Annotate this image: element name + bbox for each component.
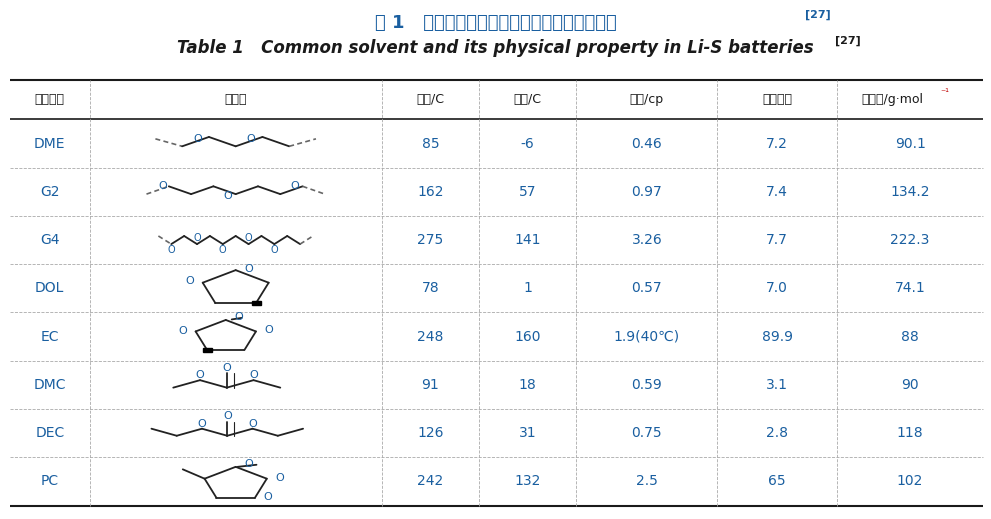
Text: O: O xyxy=(197,419,206,429)
Polygon shape xyxy=(203,348,212,352)
Text: 闪点/C: 闪点/C xyxy=(513,93,542,106)
Text: 65: 65 xyxy=(768,474,786,488)
Text: 表 1   锂硫电池电解液中常用溶剂及其物性参数: 表 1 锂硫电池电解液中常用溶剂及其物性参数 xyxy=(375,15,616,32)
Text: 结构式: 结构式 xyxy=(224,93,247,106)
Text: O: O xyxy=(193,234,201,243)
Text: PC: PC xyxy=(41,474,58,488)
Text: O: O xyxy=(249,371,258,380)
Text: 102: 102 xyxy=(897,474,924,488)
Text: 242: 242 xyxy=(417,474,443,488)
Text: 溶剂简称: 溶剂简称 xyxy=(35,93,64,106)
Text: 2.8: 2.8 xyxy=(766,426,788,440)
Text: O: O xyxy=(290,181,298,191)
Text: 黏度/cp: 黏度/cp xyxy=(630,93,664,106)
Text: 162: 162 xyxy=(417,185,444,199)
Text: 0.59: 0.59 xyxy=(631,378,662,392)
Text: 85: 85 xyxy=(421,136,439,151)
Text: 18: 18 xyxy=(518,378,536,392)
Text: 0.46: 0.46 xyxy=(631,136,662,151)
Text: 介电常数: 介电常数 xyxy=(762,93,792,106)
Text: O: O xyxy=(244,264,253,274)
Text: 7.7: 7.7 xyxy=(766,233,788,247)
Text: 1: 1 xyxy=(523,281,532,295)
Text: 3.26: 3.26 xyxy=(631,233,662,247)
Text: 132: 132 xyxy=(514,474,541,488)
Text: O: O xyxy=(159,181,166,191)
Text: O: O xyxy=(223,412,232,421)
Text: O: O xyxy=(185,276,194,286)
Text: 0.97: 0.97 xyxy=(631,185,662,199)
Text: 141: 141 xyxy=(514,233,541,247)
Text: O: O xyxy=(223,192,232,201)
Text: O: O xyxy=(167,245,175,255)
Text: 91: 91 xyxy=(421,378,439,392)
Text: 74.1: 74.1 xyxy=(895,281,926,295)
Text: O: O xyxy=(219,245,227,255)
Text: O: O xyxy=(247,133,256,144)
Text: 57: 57 xyxy=(519,185,536,199)
Text: [27]: [27] xyxy=(805,9,830,20)
Text: 90: 90 xyxy=(901,378,919,392)
Text: G2: G2 xyxy=(40,185,59,199)
Text: 88: 88 xyxy=(901,330,919,344)
Text: DMC: DMC xyxy=(34,378,66,392)
Text: O: O xyxy=(193,133,202,144)
Text: 248: 248 xyxy=(417,330,444,344)
Text: 31: 31 xyxy=(519,426,536,440)
Text: G4: G4 xyxy=(40,233,59,247)
Text: 78: 78 xyxy=(421,281,439,295)
Text: DME: DME xyxy=(34,136,65,151)
Text: O: O xyxy=(245,234,253,243)
Text: 7.2: 7.2 xyxy=(766,136,788,151)
Text: O: O xyxy=(271,245,278,255)
Text: 1.9(40℃): 1.9(40℃) xyxy=(613,330,680,344)
Text: Table 1   Common solvent and its physical property in Li-S batteries: Table 1 Common solvent and its physical … xyxy=(177,39,814,57)
Text: O: O xyxy=(234,312,243,322)
Text: 90.1: 90.1 xyxy=(895,136,926,151)
Text: EC: EC xyxy=(41,330,59,344)
Text: O: O xyxy=(222,362,231,373)
Polygon shape xyxy=(252,301,261,305)
Text: 0.75: 0.75 xyxy=(631,426,662,440)
Text: 160: 160 xyxy=(514,330,541,344)
Text: 7.4: 7.4 xyxy=(766,185,788,199)
Text: DOL: DOL xyxy=(35,281,64,295)
Text: O: O xyxy=(275,473,284,483)
Text: DEC: DEC xyxy=(36,426,64,440)
Text: 沸点/C: 沸点/C xyxy=(416,93,444,106)
Text: ⁻¹: ⁻¹ xyxy=(940,88,949,98)
Text: O: O xyxy=(248,419,257,429)
Text: O: O xyxy=(195,371,204,380)
Text: O: O xyxy=(264,492,273,502)
Text: [27]: [27] xyxy=(835,35,861,46)
Text: 2.5: 2.5 xyxy=(636,474,658,488)
Text: 分子量/g·mol: 分子量/g·mol xyxy=(861,93,924,106)
Text: O: O xyxy=(178,326,187,336)
Text: 7.0: 7.0 xyxy=(766,281,788,295)
Text: O: O xyxy=(244,459,253,469)
Text: 89.9: 89.9 xyxy=(762,330,793,344)
Text: 0.57: 0.57 xyxy=(631,281,662,295)
Text: 134.2: 134.2 xyxy=(890,185,930,199)
Text: 3.1: 3.1 xyxy=(766,378,788,392)
Text: 118: 118 xyxy=(897,426,924,440)
Text: -6: -6 xyxy=(520,136,534,151)
Text: 126: 126 xyxy=(417,426,444,440)
Text: 275: 275 xyxy=(417,233,443,247)
Text: O: O xyxy=(265,325,274,335)
Text: 222.3: 222.3 xyxy=(890,233,930,247)
